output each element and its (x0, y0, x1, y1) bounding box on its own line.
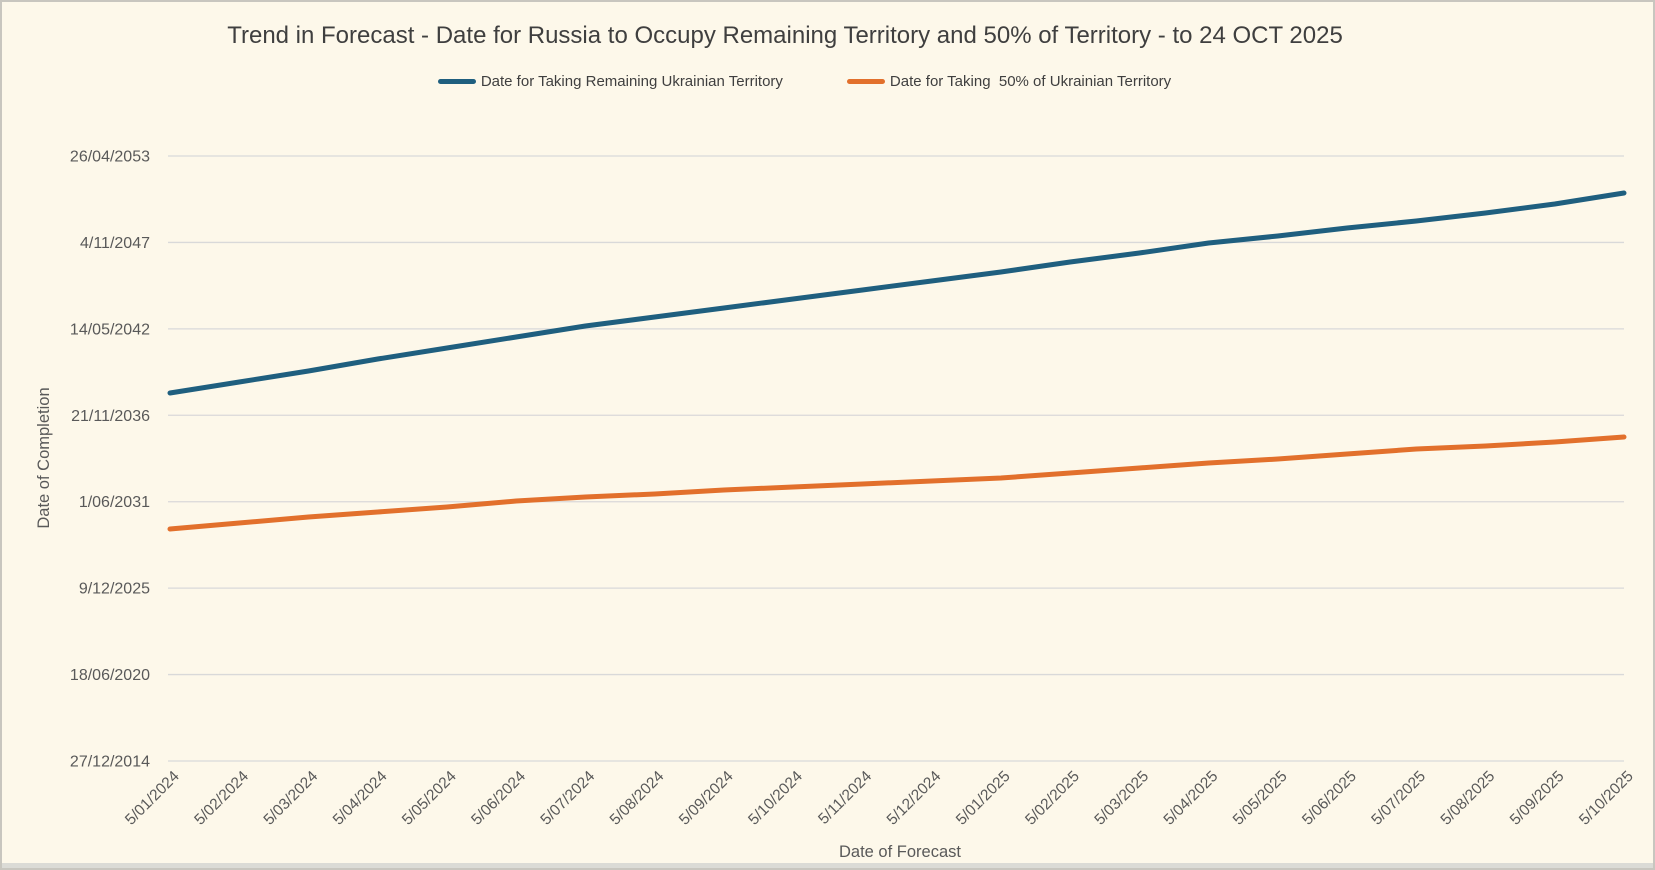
y-tick-label: 21/11/2036 (71, 408, 150, 425)
legend: Date for Taking Remaining Ukrainian Terr… (2, 68, 1607, 94)
y-tick-label: 27/12/2014 (70, 754, 150, 771)
chart-title: Trend in Forecast - Date for Russia to O… (227, 22, 1343, 49)
x-axis-title: Date of Forecast (839, 843, 961, 861)
y-tick-label: 1/06/2031 (79, 494, 150, 511)
legend-line-swatch-remaining (437, 78, 476, 84)
legend-label-50pct: Date for Taking 50% of Ukrainian Territo… (889, 72, 1172, 90)
x-tick-label: 5/09/2024 (676, 768, 737, 829)
legend-entry-remaining-territory: Date for Taking Remaining Ukrainian Terr… (437, 72, 783, 90)
x-tick-label: 5/08/2024 (607, 768, 668, 829)
x-tick-label: 5/10/2025 (1576, 768, 1637, 829)
y-tick-label: 14/05/2042 (70, 321, 150, 338)
x-tick-label: 5/10/2024 (745, 768, 806, 829)
x-tick-label: 5/12/2024 (884, 768, 945, 829)
y-tick-label: 9/12/2025 (79, 581, 150, 598)
y-tick-label: 4/11/2047 (80, 235, 150, 252)
x-tick-label: 5/01/2024 (122, 768, 183, 829)
y-axis-title: Date of Completion (35, 387, 53, 528)
y-tick-label: 18/06/2020 (70, 667, 150, 684)
x-tick-label: 5/09/2025 (1507, 768, 1568, 829)
x-tick-label: 5/06/2025 (1299, 768, 1360, 829)
x-tick-label: 5/01/2025 (953, 768, 1014, 829)
x-tick-label: 5/06/2024 (468, 768, 529, 829)
x-tick-label: 5/03/2024 (261, 768, 322, 829)
legend-label-remaining: Date for Taking Remaining Ukrainian Terr… (480, 72, 783, 90)
x-tick-label: 5/08/2025 (1438, 768, 1499, 829)
x-tick-label: 5/11/2024 (815, 768, 875, 828)
x-tick-label: 5/05/2024 (399, 768, 460, 829)
y-tick-label: 26/04/2053 (70, 149, 150, 166)
window-bottom-edge (2, 863, 1653, 868)
x-tick-label: 5/04/2025 (1161, 768, 1222, 829)
x-tick-label: 5/07/2025 (1368, 768, 1429, 829)
x-tick-label: 5/07/2024 (537, 768, 598, 829)
legend-line-swatch-50pct (846, 78, 885, 84)
x-tick-label: 5/02/2025 (1022, 768, 1083, 829)
x-tick-label: 5/04/2024 (330, 768, 391, 829)
x-tick-label: 5/03/2025 (1091, 768, 1152, 829)
x-tick-label: 5/05/2025 (1230, 768, 1291, 829)
legend-entry-50pct-territory: Date for Taking 50% of Ukrainian Territo… (846, 72, 1172, 90)
x-tick-label: 5/02/2024 (191, 768, 252, 829)
series-line-50pct-territory (167, 434, 1627, 532)
series-line-remaining-territory (167, 190, 1627, 396)
